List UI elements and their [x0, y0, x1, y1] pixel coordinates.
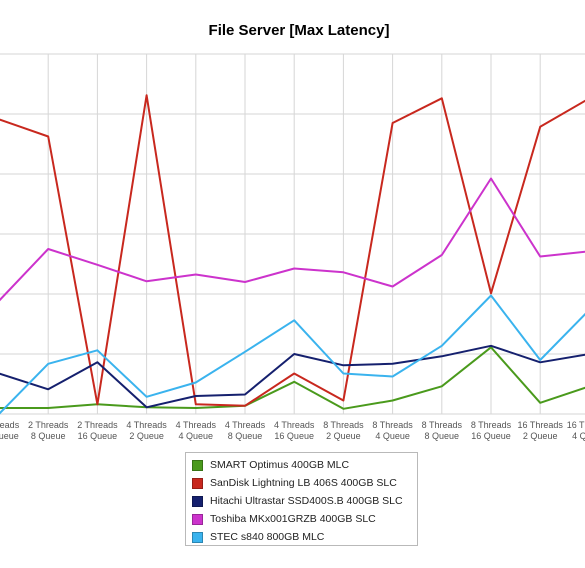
- x-tick-label: 8 Threads 2 Queue: [323, 420, 364, 441]
- series-line-4: [0, 177, 585, 302]
- legend-label: SMART Optimus 400GB MLC: [210, 459, 350, 471]
- legend-label: Hitachi Ultrastar SSD400S.B 400GB SLC: [210, 495, 403, 507]
- legend-label: SanDisk Lightning LB 406S 400GB SLC: [210, 477, 397, 489]
- legend-swatch: [192, 495, 203, 507]
- legend-item: Toshiba MKx001GRZB 400GB SLC: [192, 511, 376, 527]
- x-tick-label: 8 Threads 8 Queue: [422, 420, 463, 441]
- x-tick-label: 16 Threads 2 Queue: [518, 420, 564, 441]
- legend: SMART Optimus 400GB MLC SanDisk Lightning…: [185, 452, 418, 546]
- series-line-2: [0, 94, 585, 407]
- legend-swatch: [192, 459, 203, 471]
- x-tick-label: 4 Threads 16 Queue: [274, 420, 315, 441]
- series-lines: [0, 94, 585, 415]
- legend-item: STEC s840 800GB MLC: [192, 529, 324, 545]
- x-tick-label: 4 Threads 8 Queue: [225, 420, 266, 441]
- series-line-3: [0, 344, 585, 409]
- legend-swatch: [192, 477, 203, 489]
- plot-grid: [0, 53, 585, 415]
- legend-swatch: [192, 513, 203, 525]
- x-tick-label: 2 Threads 8 Queue: [28, 420, 69, 441]
- legend-swatch: [192, 531, 203, 543]
- chart-title: File Server [Max Latency]: [209, 22, 390, 39]
- series-line-5: [0, 294, 585, 415]
- x-tick-label: 2 Threads 16 Queue: [77, 420, 118, 441]
- legend-item: SMART Optimus 400GB MLC: [192, 457, 349, 473]
- x-tick-label: 8 Threads 4 Queue: [372, 420, 413, 441]
- legend-item: Hitachi Ultrastar SSD400S.B 400GB SLC: [192, 493, 403, 509]
- x-tick-label: 8 Threads 16 Queue: [471, 420, 512, 441]
- x-tick-label: 4 Threads 4 Queue: [176, 420, 217, 441]
- legend-item: SanDisk Lightning LB 406S 400GB SLC: [192, 475, 397, 491]
- x-tick-label: 4 Threads 2 Queue: [126, 420, 167, 441]
- legend-label: Toshiba MKx001GRZB 400GB SLC: [210, 513, 376, 525]
- legend-label: STEC s840 800GB MLC: [210, 531, 325, 543]
